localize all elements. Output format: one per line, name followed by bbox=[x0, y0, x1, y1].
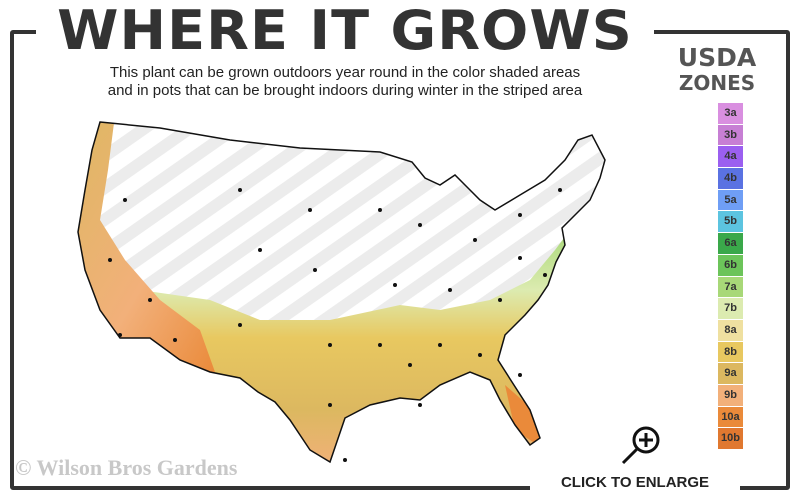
legend-zone-7b: 7b bbox=[718, 298, 743, 319]
city-dot bbox=[518, 256, 522, 260]
city-dot bbox=[518, 373, 522, 377]
city-dot bbox=[408, 363, 412, 367]
city-dot bbox=[148, 298, 152, 302]
city-dot bbox=[438, 343, 442, 347]
florida-zone-shading bbox=[505, 385, 545, 450]
subtitle-line-2: and in pots that can be brought indoors … bbox=[107, 82, 583, 99]
city-dot bbox=[378, 343, 382, 347]
city-dot bbox=[518, 213, 522, 217]
subtitle: This plant can be grown outdoors year ro… bbox=[40, 64, 650, 100]
city-dot bbox=[558, 188, 562, 192]
legend-title: USDA ZONES bbox=[656, 44, 778, 96]
state-capital-dots bbox=[108, 188, 562, 462]
city-dot bbox=[308, 208, 312, 212]
city-dot bbox=[118, 333, 122, 337]
us-hardiness-map[interactable] bbox=[60, 100, 620, 470]
watermark: © Wilson Bros Gardens bbox=[15, 455, 238, 480]
legend-zone-8b: 8b bbox=[718, 341, 743, 363]
city-dot bbox=[378, 208, 382, 212]
legend-zone-4b: 4b bbox=[718, 168, 743, 189]
city-dot bbox=[448, 288, 452, 292]
legend-zone-3a: 3a bbox=[718, 103, 743, 124]
city-dot bbox=[123, 198, 127, 202]
city-dot bbox=[498, 298, 502, 302]
city-dot bbox=[543, 273, 547, 277]
legend-zone-3b: 3b bbox=[718, 124, 743, 146]
city-dot bbox=[238, 188, 242, 192]
click-to-enlarge-button[interactable]: CLICK TO ENLARGE bbox=[530, 466, 740, 500]
city-dot bbox=[343, 458, 347, 462]
city-dot bbox=[473, 238, 477, 242]
legend-title-line-2: ZONES bbox=[678, 71, 756, 95]
legend-zone-5b: 5b bbox=[718, 211, 743, 233]
legend-zone-8a: 8a bbox=[718, 319, 743, 341]
city-dot bbox=[478, 353, 482, 357]
city-dot bbox=[328, 403, 332, 407]
city-dot bbox=[108, 258, 112, 262]
legend-zone-4a: 4a bbox=[718, 146, 743, 168]
city-dot bbox=[418, 223, 422, 227]
city-dot bbox=[328, 343, 332, 347]
usda-zone-legend: 3a 3b 4a 4b 5a 5b 6a 6b 7a 7b 8a 8b 9a 9b 10a 10b bbox=[718, 103, 743, 450]
legend-title-line-1: USDA bbox=[677, 43, 757, 72]
city-dot bbox=[173, 338, 177, 342]
legend-zone-6b: 6b bbox=[718, 254, 743, 276]
legend-zone-10a: 10a bbox=[718, 406, 743, 428]
zoom-in-magnifier-icon[interactable] bbox=[615, 425, 665, 465]
city-dot bbox=[393, 283, 397, 287]
legend-zone-7a: 7a bbox=[718, 276, 743, 298]
legend-zone-10b: 10b bbox=[718, 428, 743, 449]
page-title: WHERE IT GROWS bbox=[36, 0, 654, 62]
legend-zone-9b: 9b bbox=[718, 384, 743, 406]
city-dot bbox=[418, 403, 422, 407]
legend-zone-5a: 5a bbox=[718, 189, 743, 211]
city-dot bbox=[238, 323, 242, 327]
legend-zone-9a: 9a bbox=[718, 363, 743, 384]
legend-zone-6a: 6a bbox=[718, 233, 743, 254]
city-dot bbox=[313, 268, 317, 272]
city-dot bbox=[258, 248, 262, 252]
subtitle-line-1: This plant can be grown outdoors year ro… bbox=[109, 64, 581, 81]
